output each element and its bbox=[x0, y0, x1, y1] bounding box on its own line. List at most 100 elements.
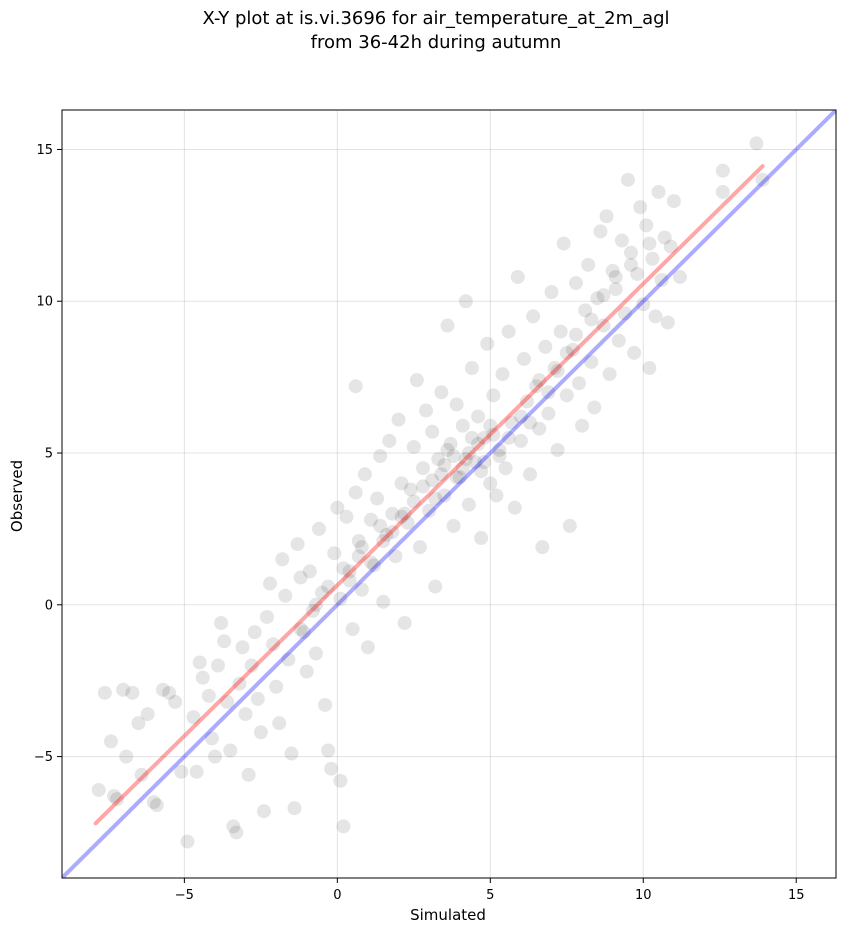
scatter-point bbox=[559, 345, 574, 360]
scatter-point bbox=[241, 767, 256, 782]
scatter-point bbox=[207, 749, 222, 764]
scatter-point bbox=[584, 312, 599, 327]
scatter-point bbox=[461, 446, 476, 461]
scatter-point bbox=[642, 236, 657, 251]
scatter-point bbox=[547, 361, 562, 376]
scatter-point bbox=[140, 707, 155, 722]
scatter-point bbox=[550, 442, 565, 457]
scatter-point bbox=[299, 664, 314, 679]
scatter-point bbox=[532, 421, 547, 436]
scatter-point bbox=[471, 409, 486, 424]
scatter-point bbox=[333, 591, 348, 606]
scatter-point bbox=[455, 461, 470, 476]
scatter-point bbox=[486, 388, 501, 403]
scatter-point bbox=[474, 464, 489, 479]
fit-line bbox=[93, 164, 765, 826]
scatter-point bbox=[336, 561, 351, 576]
scatter-point bbox=[538, 339, 553, 354]
scatter-point bbox=[409, 373, 424, 388]
scatter-point bbox=[477, 455, 492, 470]
scatter-point bbox=[428, 491, 443, 506]
scatter-point bbox=[235, 640, 250, 655]
chart-title-line-1: X-Y plot at is.vi.3696 for air_temperatu… bbox=[202, 8, 669, 29]
data-points bbox=[91, 136, 770, 849]
scatter-point bbox=[149, 798, 164, 813]
scatter-point bbox=[256, 804, 271, 819]
scatter-point bbox=[211, 658, 226, 673]
scatter-point bbox=[110, 792, 125, 807]
scatter-point bbox=[489, 488, 504, 503]
scatter-point bbox=[440, 442, 455, 457]
scatter-point bbox=[666, 194, 681, 209]
scatter-point bbox=[541, 406, 556, 421]
scatter-point bbox=[627, 345, 642, 360]
scatter-point bbox=[672, 269, 687, 284]
scatter-point bbox=[657, 230, 672, 245]
scatter-point bbox=[437, 488, 452, 503]
scatter-point bbox=[308, 597, 323, 612]
scatter-point bbox=[308, 646, 323, 661]
scatter-point bbox=[630, 266, 645, 281]
scatter-point bbox=[596, 288, 611, 303]
scatter-point bbox=[367, 558, 382, 573]
scatter-point bbox=[180, 834, 195, 849]
scatter-point bbox=[504, 415, 519, 430]
scatter-point bbox=[428, 579, 443, 594]
scatter-point bbox=[568, 276, 583, 291]
scatter-point bbox=[339, 509, 354, 524]
plot-area-background bbox=[62, 110, 836, 878]
scatter-point bbox=[330, 500, 345, 515]
scatter-point bbox=[642, 361, 657, 376]
scatter-point bbox=[483, 418, 498, 433]
scatter-point bbox=[544, 285, 559, 300]
scatter-point bbox=[715, 184, 730, 199]
scatter-point bbox=[553, 324, 568, 339]
scatter-point bbox=[596, 318, 611, 333]
grid-lines bbox=[62, 110, 836, 878]
scatter-point bbox=[311, 521, 326, 536]
scatter-point bbox=[302, 564, 317, 579]
scatter-point bbox=[397, 616, 412, 631]
scatter-point bbox=[486, 427, 501, 442]
scatter-point bbox=[510, 269, 525, 284]
scatter-point bbox=[293, 570, 308, 585]
scatter-point bbox=[394, 476, 409, 491]
scatter-point bbox=[550, 364, 565, 379]
scatter-point bbox=[599, 209, 614, 224]
y-axis-label: Observed bbox=[8, 460, 26, 532]
scatter-point bbox=[91, 782, 106, 797]
scatter-point bbox=[639, 218, 654, 233]
scatter-point bbox=[382, 433, 397, 448]
scatter-point bbox=[443, 436, 458, 451]
scatter-point bbox=[477, 430, 492, 445]
scatter-point bbox=[305, 603, 320, 618]
x-axis-label: Simulated bbox=[410, 906, 486, 924]
scatter-point bbox=[575, 418, 590, 433]
scatter-point bbox=[201, 688, 216, 703]
scatter-point bbox=[357, 467, 372, 482]
scatter-point bbox=[376, 534, 391, 549]
scatter-point bbox=[468, 455, 483, 470]
scatter-point bbox=[520, 394, 535, 409]
scatter-point bbox=[425, 424, 440, 439]
scatter-point bbox=[287, 801, 302, 816]
scatter-point bbox=[492, 442, 507, 457]
scatter-point bbox=[633, 200, 648, 215]
scatter-point bbox=[373, 518, 388, 533]
scatter-point bbox=[593, 224, 608, 239]
scatter-point bbox=[296, 625, 311, 640]
scatter-point bbox=[388, 549, 403, 564]
scatter-point bbox=[584, 354, 599, 369]
scatter-point bbox=[480, 336, 495, 351]
scatter-point bbox=[400, 515, 415, 530]
scatter-point bbox=[220, 694, 235, 709]
scatter-point bbox=[464, 361, 479, 376]
scatter-point bbox=[327, 546, 342, 561]
scatter-point bbox=[217, 634, 232, 649]
scatter-point bbox=[559, 388, 574, 403]
scatter-point bbox=[415, 461, 430, 476]
scatter-point bbox=[290, 537, 305, 552]
scatter-point bbox=[385, 506, 400, 521]
scatter-point bbox=[391, 412, 406, 427]
scatter-point bbox=[483, 476, 498, 491]
